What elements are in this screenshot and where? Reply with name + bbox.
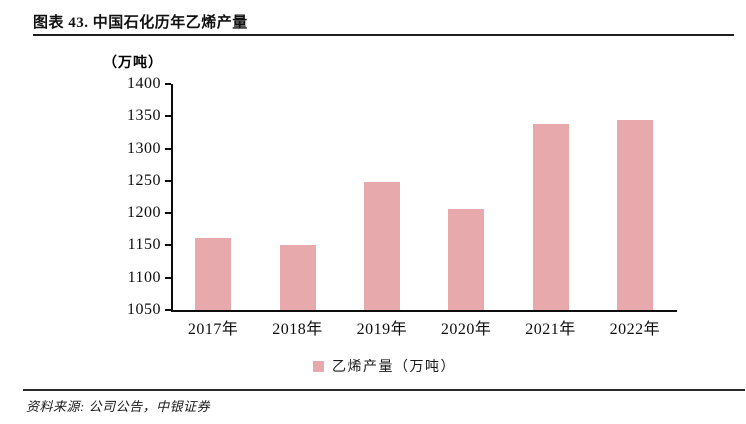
y-tick-mark — [165, 212, 171, 215]
plot-area: 1050 1100 1150 1200 1250 1300 1350 1400 2017年 201… — [127, 75, 677, 338]
x-tick-label: 2022年 — [609, 321, 661, 338]
x-tick-label: 2019年 — [356, 321, 408, 338]
x-tick-label: 2021年 — [525, 321, 576, 338]
y-tick-mark — [165, 83, 171, 85]
y-tick-label: 1200 — [127, 204, 161, 222]
bar-2021年 — [532, 124, 569, 310]
y-tick-mark — [165, 147, 171, 150]
y-tick-label: 1300 — [127, 139, 161, 157]
y-tick-mark — [165, 309, 171, 311]
x-tick-label: 2020年 — [440, 321, 492, 338]
y-tick-label: 1100 — [127, 268, 161, 286]
y-tick-mark — [165, 276, 171, 279]
legend-label: 乙烯产量（万吨） — [332, 360, 456, 375]
x-axis-line — [171, 310, 677, 312]
y-tick-label: 1400 — [127, 75, 161, 92]
y-axis-line — [171, 84, 173, 312]
source-note: 资料来源: 公司公告，中银证券 — [26, 399, 211, 414]
y-axis-unit-label: （万吨） — [103, 56, 163, 71]
bar-2022年 — [616, 120, 653, 310]
figure-title: 图表 43. 中国石化历年乙烯产量 — [33, 15, 248, 31]
bar-2020年 — [448, 209, 485, 310]
y-tick-mark — [165, 179, 171, 182]
legend: 乙烯产量（万吨） — [313, 356, 456, 376]
y-tick-mark — [165, 115, 171, 118]
x-tick-label: 2018年 — [272, 321, 323, 338]
bar-2017年 — [195, 238, 232, 310]
title-divider — [33, 34, 734, 36]
y-tick-label: 1250 — [127, 171, 161, 189]
bar-2019年 — [363, 181, 400, 310]
footer-divider — [23, 389, 745, 391]
y-tick-mark — [165, 244, 171, 247]
y-tick-label: 1050 — [127, 301, 161, 318]
y-tick-label: 1350 — [127, 107, 161, 125]
legend-swatch — [313, 360, 324, 372]
y-tick-label: 1150 — [127, 236, 161, 254]
bar-2018年 — [279, 244, 316, 310]
x-tick-label: 2017年 — [187, 321, 239, 338]
